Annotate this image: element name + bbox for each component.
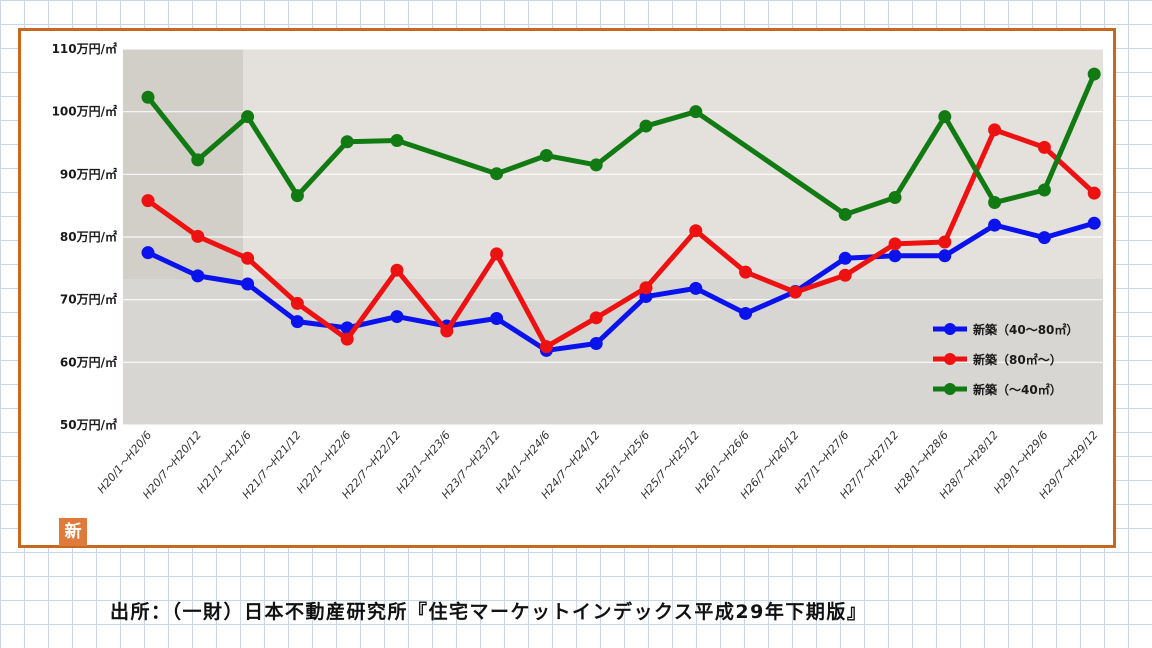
y-tick-label: 90万円/㎡ <box>60 166 117 181</box>
data-point <box>938 249 952 263</box>
y-tick-label: 110万円/㎡ <box>52 41 117 56</box>
data-point <box>589 311 603 325</box>
data-point <box>290 296 304 310</box>
data-point <box>191 269 205 283</box>
plot-background-road <box>123 279 1103 425</box>
data-point <box>988 196 1002 210</box>
data-point <box>490 167 504 181</box>
data-point <box>1087 216 1101 230</box>
data-point <box>539 340 553 354</box>
data-point <box>639 281 653 295</box>
legend-swatch-marker <box>944 353 956 365</box>
data-point <box>191 153 205 167</box>
data-point <box>739 306 753 320</box>
data-point <box>1087 67 1101 81</box>
data-point <box>290 315 304 329</box>
legend-label: 新築（～40㎡） <box>973 382 1062 397</box>
line-chart: 50万円/㎡ 60万円/㎡ 70万円/㎡ 80万円/㎡ 90万円/㎡ 100万円/㎡ 110… <box>52 41 1103 501</box>
data-point <box>340 135 354 149</box>
data-point <box>589 337 603 351</box>
series-line-1 <box>145 220 1097 353</box>
series-line-2 <box>145 127 1097 350</box>
legend-label: 新築（40～80㎡） <box>973 322 1078 337</box>
data-point <box>241 277 255 291</box>
data-point <box>689 105 703 119</box>
chart-frame: 50万円/㎡ 60万円/㎡ 70万円/㎡ 80万円/㎡ 90万円/㎡ 100万円/㎡ 110… <box>18 28 1116 548</box>
legend-swatch-marker <box>944 383 956 395</box>
data-point <box>390 133 404 147</box>
data-point <box>838 251 852 265</box>
data-point <box>340 332 354 346</box>
y-tick-label: 100万円/㎡ <box>52 104 117 119</box>
source-note: 出所：（一財）日本不動産研究所『住宅マーケットインデックス平成29年下期版』 <box>110 601 868 623</box>
data-point <box>440 324 454 338</box>
data-point <box>390 263 404 277</box>
y-tick-label: 80万円/㎡ <box>60 229 117 244</box>
legend-label: 新築（80㎡～） <box>973 352 1062 367</box>
data-point <box>1037 231 1051 245</box>
y-tick-label: 50万円/㎡ <box>60 417 117 432</box>
new-badge-icon: 新 <box>59 518 87 546</box>
data-point <box>888 191 902 205</box>
data-point <box>290 189 304 203</box>
data-point <box>639 119 653 133</box>
data-point <box>988 218 1002 232</box>
data-point <box>838 268 852 282</box>
data-point <box>490 311 504 325</box>
data-point <box>988 123 1002 137</box>
data-point <box>938 110 952 124</box>
data-point <box>1037 140 1051 154</box>
data-point <box>539 149 553 163</box>
data-point <box>191 229 205 243</box>
data-point <box>241 251 255 265</box>
y-tick-label: 60万円/㎡ <box>60 354 117 369</box>
data-point <box>888 249 902 263</box>
data-point <box>141 90 155 104</box>
data-point <box>141 246 155 260</box>
data-point <box>141 194 155 208</box>
data-point <box>390 310 404 324</box>
data-point <box>689 224 703 238</box>
data-point <box>1087 186 1101 200</box>
data-point <box>838 207 852 221</box>
legend-swatch-marker <box>944 323 956 335</box>
data-point <box>788 285 802 299</box>
data-point <box>689 281 703 295</box>
y-tick-label: 70万円/㎡ <box>60 292 117 307</box>
data-point <box>888 237 902 251</box>
data-point <box>589 158 603 172</box>
data-point <box>241 110 255 124</box>
data-point <box>938 235 952 249</box>
data-point <box>490 247 504 261</box>
data-point <box>739 265 753 279</box>
data-point <box>1037 183 1051 197</box>
